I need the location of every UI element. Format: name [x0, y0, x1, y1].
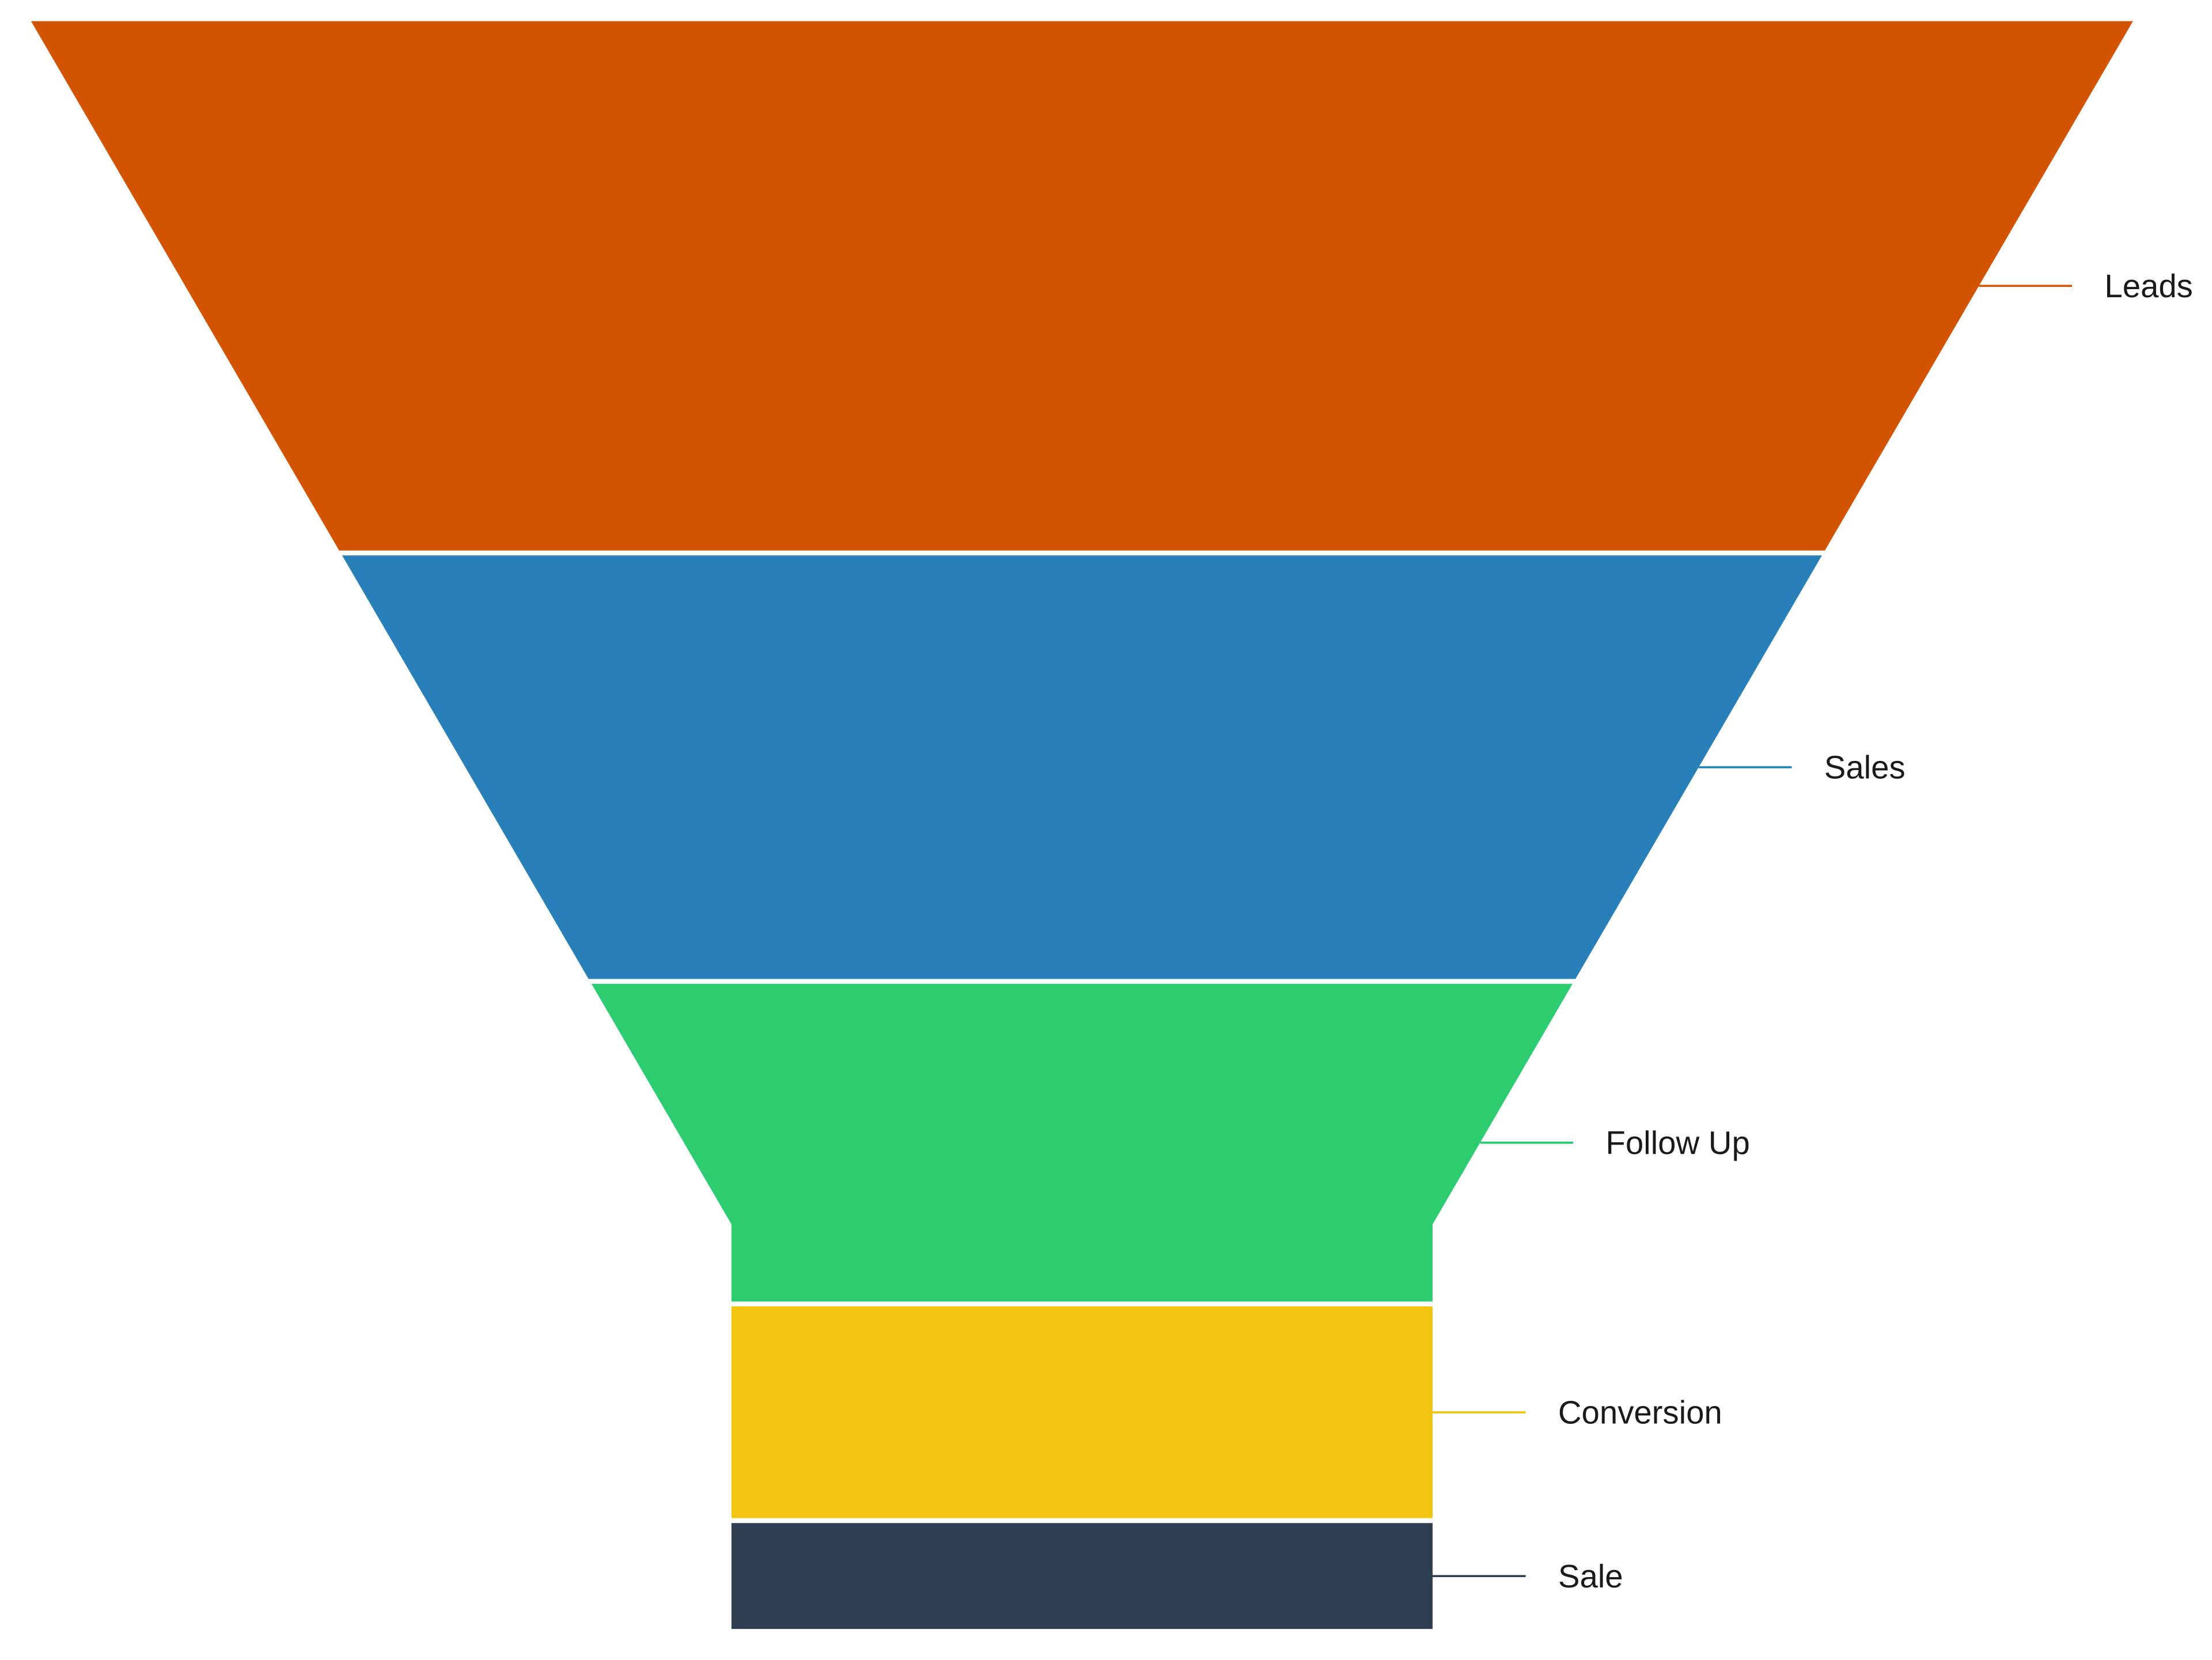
- funnel-segment-leads: [31, 21, 2133, 551]
- funnel-segments: [31, 21, 2133, 1629]
- funnel-segment-follow-up: [591, 984, 1573, 1302]
- label-leads: Leads: [2104, 268, 2192, 304]
- funnel-segment-conversion: [731, 1306, 1433, 1518]
- label-sales: Sales: [1824, 749, 1906, 786]
- funnel-segment-sale: [731, 1523, 1433, 1629]
- funnel-segment-sales: [342, 555, 1822, 979]
- label-sale: Sale: [1558, 1558, 1623, 1594]
- label-conversion: Conversion: [1558, 1394, 1722, 1431]
- funnel-labels: Leads Sales Follow Up Conversion Sale: [1432, 268, 2193, 1594]
- label-follow-up: Follow Up: [1605, 1124, 1749, 1161]
